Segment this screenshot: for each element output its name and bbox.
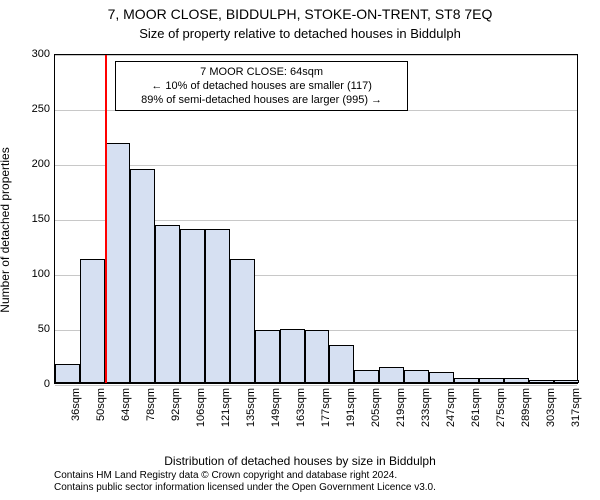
x-tick-label: 177sqm xyxy=(320,388,332,427)
histogram-bar xyxy=(504,378,529,384)
y-axis-label: Number of detached properties xyxy=(0,65,12,230)
y-tick-label: 50 xyxy=(38,323,50,335)
histogram-bar xyxy=(205,229,230,383)
x-tick-label: 106sqm xyxy=(195,388,207,427)
x-tick-label: 191sqm xyxy=(345,388,357,427)
attribution-line2: Contains public sector information licen… xyxy=(54,482,592,494)
y-tick-label: 100 xyxy=(32,268,50,280)
y-tick-label: 200 xyxy=(32,158,50,170)
histogram-bar xyxy=(230,259,255,383)
reference-line xyxy=(105,55,107,383)
y-tick-label: 250 xyxy=(32,103,50,115)
y-tick-label: 150 xyxy=(32,213,50,225)
histogram-bar xyxy=(329,345,354,384)
histogram-bar xyxy=(80,259,105,383)
histogram-bar xyxy=(180,229,205,383)
y-tick-label: 300 xyxy=(32,48,50,60)
histogram-bar xyxy=(280,329,305,383)
gridline xyxy=(55,165,577,166)
histogram-bar xyxy=(105,143,130,383)
chart-title-line2: Size of property relative to detached ho… xyxy=(0,26,600,41)
x-tick-label: 261sqm xyxy=(470,388,482,427)
x-tick-label: 50sqm xyxy=(95,388,107,421)
annotation-line3: 89% of semi-detached houses are larger (… xyxy=(122,93,401,107)
x-tick-label: 205sqm xyxy=(370,388,382,427)
histogram-bar xyxy=(379,367,404,384)
chart-title-line1: 7, MOOR CLOSE, BIDDULPH, STOKE-ON-TRENT,… xyxy=(0,6,600,22)
x-tick-label: 36sqm xyxy=(70,388,82,421)
chart-container: 7, MOOR CLOSE, BIDDULPH, STOKE-ON-TRENT,… xyxy=(0,0,600,500)
annotation-box: 7 MOOR CLOSE: 64sqm ← 10% of detached ho… xyxy=(115,61,408,111)
histogram-bar xyxy=(404,370,429,383)
gridline xyxy=(55,385,577,386)
x-tick-label: 233sqm xyxy=(420,388,432,427)
annotation-line2: ← 10% of detached houses are smaller (11… xyxy=(122,79,401,93)
x-tick-label: 275sqm xyxy=(495,388,507,427)
attribution-line1: Contains HM Land Registry data © Crown c… xyxy=(54,470,592,482)
x-tick-label: 247sqm xyxy=(445,388,457,427)
plot-area: 7 MOOR CLOSE: 64sqm ← 10% of detached ho… xyxy=(54,54,578,384)
x-tick-label: 163sqm xyxy=(295,388,307,427)
x-tick-label: 92sqm xyxy=(170,388,182,421)
histogram-bar xyxy=(429,372,454,383)
histogram-bar xyxy=(354,370,379,383)
y-tick-label: 0 xyxy=(44,378,50,390)
x-axis-label: Distribution of detached houses by size … xyxy=(0,454,600,468)
histogram-bar xyxy=(155,225,180,383)
x-tick-label: 149sqm xyxy=(270,388,282,427)
x-tick-label: 78sqm xyxy=(145,388,157,421)
histogram-bar xyxy=(55,364,80,383)
histogram-bar xyxy=(130,169,155,384)
histogram-bar xyxy=(454,378,479,384)
x-tick-label: 317sqm xyxy=(570,388,582,427)
attribution: Contains HM Land Registry data © Crown c… xyxy=(54,470,592,494)
histogram-bar xyxy=(305,330,330,383)
annotation-line1: 7 MOOR CLOSE: 64sqm xyxy=(122,65,401,79)
histogram-bar xyxy=(479,378,504,384)
gridline xyxy=(55,55,577,56)
histogram-bar xyxy=(529,380,554,383)
x-tick-label: 135sqm xyxy=(245,388,257,427)
x-tick-label: 303sqm xyxy=(545,388,557,427)
x-tick-label: 289sqm xyxy=(520,388,532,427)
histogram-bar xyxy=(554,380,579,383)
x-tick-label: 121sqm xyxy=(220,388,232,427)
x-tick-label: 64sqm xyxy=(120,388,132,421)
histogram-bar xyxy=(255,330,280,383)
x-tick-label: 219sqm xyxy=(395,388,407,427)
